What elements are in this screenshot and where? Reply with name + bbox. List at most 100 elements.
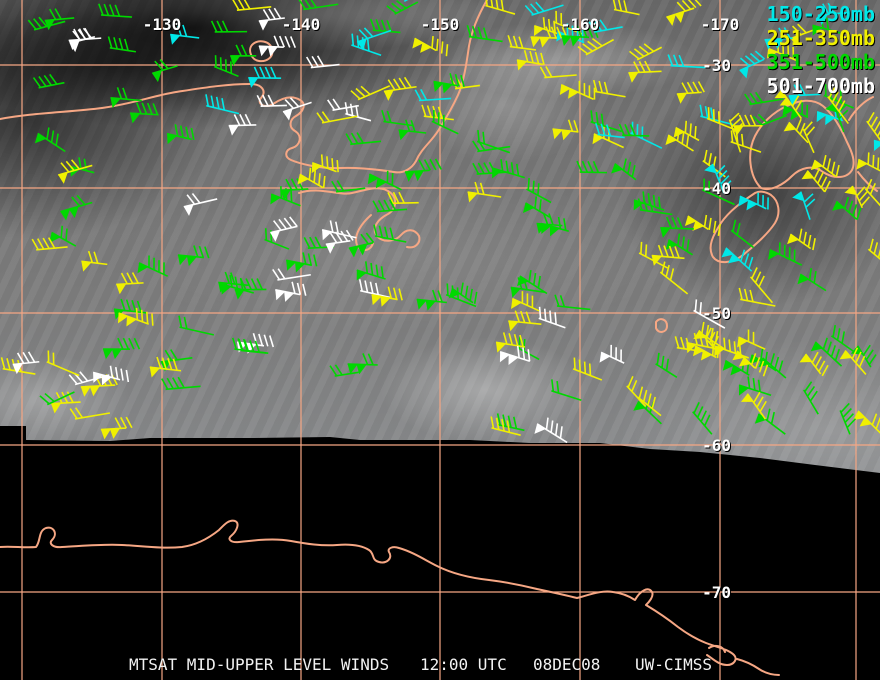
wind-barb: [739, 50, 766, 79]
wind-barb: [592, 79, 626, 98]
wind-barb: [321, 220, 357, 241]
wind-barb: [46, 350, 80, 377]
wind-barb: [730, 130, 762, 153]
wind-barb: [369, 18, 401, 34]
wind-barb: [676, 81, 705, 104]
wind-barb: [472, 139, 511, 153]
wind-barb: [637, 386, 662, 417]
latitude-label: -70: [702, 583, 731, 602]
wind-barb: [282, 97, 312, 121]
wind-barb: [177, 245, 210, 267]
wind-barb: [655, 352, 678, 379]
wind-barb: [467, 181, 502, 203]
wind-barb: [298, 0, 339, 11]
wind-barb: [867, 238, 880, 271]
wind-barb: [516, 50, 545, 71]
wind-barb: [595, 122, 625, 139]
wind-barb: [348, 232, 375, 258]
wind-barb: [495, 332, 526, 353]
wind-barb: [839, 402, 857, 435]
wind-barb: [331, 180, 366, 193]
wind-barb: [230, 44, 257, 66]
wind-barb: [666, 0, 702, 26]
wind-barb: [588, 19, 623, 33]
latitude-label: -50: [702, 304, 731, 323]
wind-barb: [151, 59, 178, 83]
wind-barb: [684, 214, 722, 236]
wind-barb: [802, 121, 816, 154]
wind-barb: [534, 417, 568, 444]
caption-text: 08DEC08: [533, 655, 601, 674]
wind-barb: [412, 36, 449, 57]
wind-barb: [693, 327, 720, 355]
wind-barb: [552, 119, 579, 141]
wind-barb: [692, 401, 713, 435]
wind-barb: [667, 54, 707, 69]
wind-barb: [768, 242, 803, 266]
wind-barb: [170, 24, 200, 45]
wind-barb: [706, 107, 739, 132]
wind-barb: [345, 132, 382, 146]
wind-barb: [117, 307, 154, 327]
wind-barb: [221, 275, 254, 295]
wind-barb: [232, 0, 272, 11]
wind-barb: [592, 126, 624, 149]
wind-barb: [752, 113, 788, 127]
wind-barb: [748, 348, 777, 372]
wind-barb: [554, 294, 591, 311]
wind-barb: [539, 66, 577, 79]
longitude-label: -150: [420, 15, 460, 34]
wind-barb: [660, 216, 694, 238]
legend-item: 150-250mb: [766, 2, 875, 26]
wind-barb: [236, 333, 275, 354]
wind-barb: [559, 80, 596, 100]
wind-barb: [305, 55, 340, 69]
wind-barb: [166, 124, 195, 145]
wind-barb: [507, 35, 536, 51]
wind-barb: [116, 272, 144, 295]
latitude-label: -40: [702, 179, 731, 198]
wind-barb: [102, 337, 141, 360]
wind-barb: [738, 192, 769, 211]
wind-barb: [730, 219, 754, 249]
wind-barb: [490, 416, 521, 436]
wind-barb: [817, 2, 849, 25]
wind-barb: [790, 23, 822, 47]
longitude-label: -170: [700, 15, 740, 34]
wind-barb: [576, 160, 608, 174]
wind-barb: [110, 87, 142, 109]
wind-barb: [258, 7, 285, 31]
wind-barb: [92, 365, 130, 386]
coastline-path: [0, 0, 488, 174]
wind-barb: [356, 261, 386, 281]
longitude-label: -140: [281, 15, 321, 34]
wind-barb: [387, 191, 419, 205]
wind-barb: [856, 152, 880, 175]
wind-barb: [68, 371, 110, 386]
wind-barb: [638, 241, 668, 269]
wind-barb: [618, 123, 650, 137]
wind-barb: [32, 73, 65, 89]
wind-barb: [49, 225, 77, 247]
wind-barb: [733, 114, 763, 136]
coastline-path: [298, 187, 421, 251]
wind-barb: [699, 104, 734, 126]
wind-barb: [864, 178, 880, 211]
wind-barb: [356, 27, 392, 51]
wind-barb: [395, 0, 428, 2]
wind-barb: [231, 337, 267, 354]
wind-barb: [350, 85, 391, 101]
wind-barb: [272, 268, 311, 281]
wind-barb: [782, 102, 809, 121]
wind-barb: [787, 228, 816, 251]
wind-barb: [31, 237, 68, 251]
coastline-path: [0, 519, 780, 676]
wind-barb: [450, 77, 480, 90]
wind-barb: [853, 410, 880, 435]
wind-barb: [98, 3, 132, 18]
wind-barb: [100, 416, 133, 440]
wind-barb: [60, 194, 93, 221]
wind-barb: [701, 178, 735, 206]
wind-barb: [659, 261, 689, 295]
